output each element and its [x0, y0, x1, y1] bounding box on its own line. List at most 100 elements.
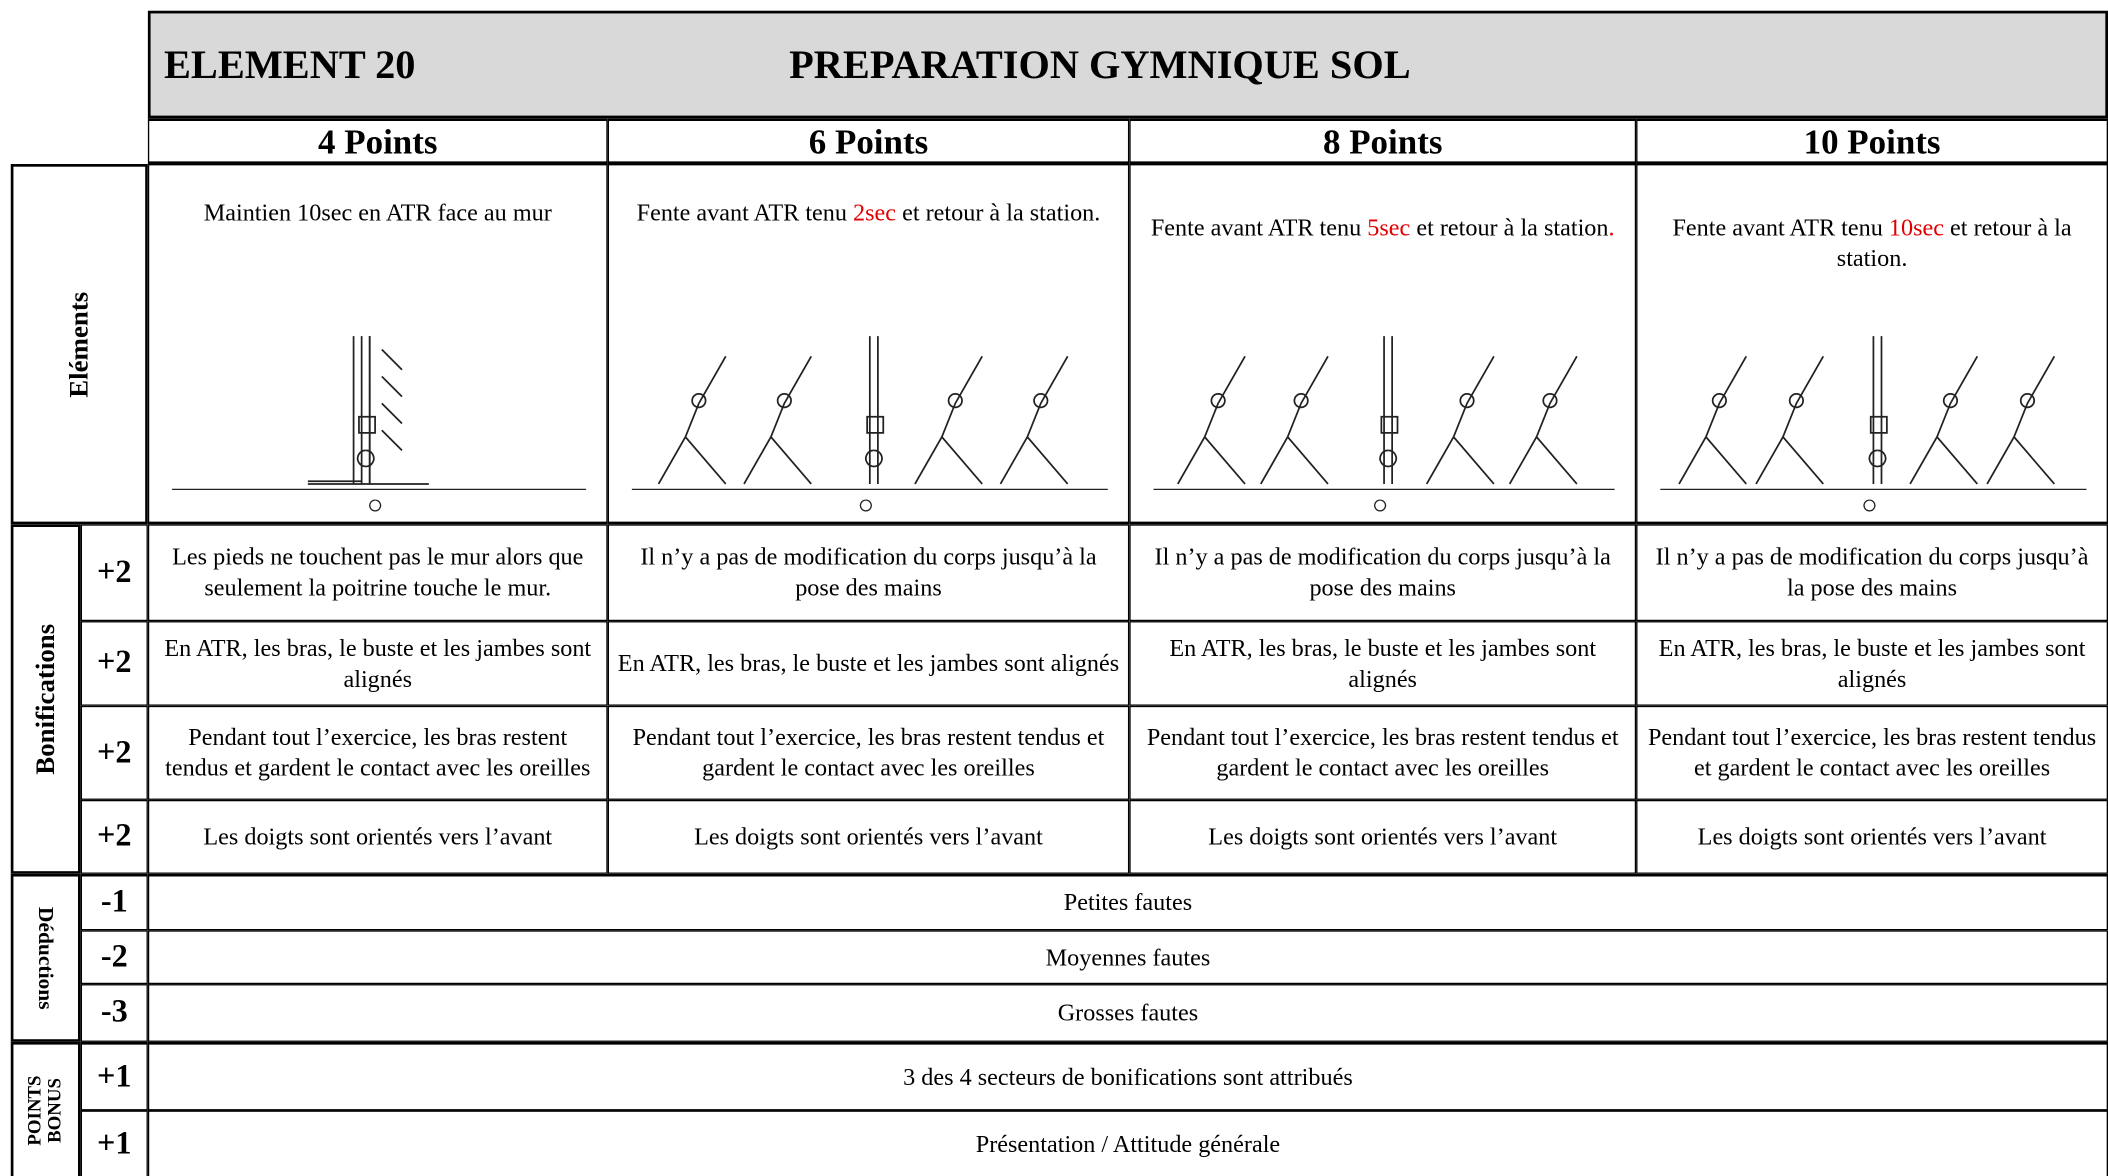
label-line: POINTS [25, 1075, 46, 1146]
criterion-cell: En ATR, les bras, le buste et les jambes… [1636, 621, 2108, 706]
criterion-cell: Les doigts sont orientés vers l’avant [607, 799, 1130, 874]
column-header-text: 10 Points [1803, 121, 1941, 161]
illustration [1660, 336, 2087, 512]
illustration [1153, 336, 1615, 512]
criterion-cell: Il n’y a pas de modification du corps ju… [1636, 524, 2108, 622]
column-header: 10 Points [1636, 118, 2108, 165]
element-description: Maintien 10sec en ATR face au mur [204, 198, 552, 229]
criterion-cell: Les doigts sont orientés vers l’avant [147, 799, 608, 874]
deduction-cell: Petites fautes [147, 873, 2108, 931]
criterion-cell-text: Pendant tout l’exercice, les bras resten… [632, 723, 1105, 782]
criterion-cell-text: En ATR, les bras, le buste et les jambes… [164, 633, 592, 692]
bonus-cell-text: Présentation / Attitude générale [975, 1130, 1281, 1158]
element-description: Fente avant ATR tenu 5sec et retour à la… [1151, 212, 1615, 243]
points-text: +1 [97, 1126, 132, 1162]
criterion-cell-text: Les doigts sont orientés vers l’avant [694, 822, 1043, 850]
criterion-cell: Il n’y a pas de modification du corps ju… [1129, 524, 1637, 622]
points: +2 [80, 705, 148, 800]
deduction-cell: Grosses fautes [147, 984, 2108, 1042]
points: +1 [80, 1110, 148, 1176]
bonus-cell: 3 des 4 secteurs de bonifications sont a… [147, 1041, 2108, 1111]
column-header-text: 6 Points [808, 121, 929, 161]
gymnast-figure [1425, 355, 1495, 485]
deduction-cell-text: Moyennes fautes [1045, 943, 1211, 970]
criterion-cell: En ATR, les bras, le buste et les jambes… [147, 621, 608, 706]
title-bar: ELEMENT 20 PREPARATION GYMNIQUE SOL [147, 10, 2108, 119]
bonus-cell-text: 3 des 4 secteurs de bonifications sont a… [903, 1062, 1353, 1090]
criterion-cell: Pendant tout l’exercice, les bras resten… [147, 705, 608, 800]
points: +2 [80, 524, 148, 622]
text-part: et retour à la station. [1836, 213, 2072, 272]
gymnast-figure [1177, 355, 1246, 485]
criterion-cell: Les doigts sont orientés vers l’avant [1636, 799, 2108, 874]
points-text: +2 [97, 818, 132, 854]
gymnast-figure [1379, 336, 1399, 484]
gymnast-figure [356, 336, 376, 484]
illustration [631, 336, 1108, 512]
column-header: 4 Points [147, 118, 608, 165]
criterion-cell-text: Les doigts sont orientés vers l’avant [203, 822, 553, 850]
text-part: et retour à la station. [896, 198, 1101, 226]
criterion-cell: En ATR, les bras, le buste et les jambes… [607, 621, 1130, 706]
criterion-cell-text: Pendant tout l’exercice, les bras resten… [1146, 723, 1619, 782]
criterion-cell-text: Il n’y a pas de modification du corps ju… [640, 543, 1097, 601]
gymnast-figure [1868, 336, 1888, 484]
points: +2 [80, 621, 148, 706]
floor-line [1153, 488, 1615, 512]
criterion-cell-text: Les pieds ne touchent pas le mur alors q… [172, 543, 584, 601]
criterion-cell: Les pieds ne touchent pas le mur alors q… [147, 524, 608, 622]
criterion-cell-text: Il n’y a pas de modification du corps ju… [1655, 543, 2089, 601]
bonus-cell: Présentation / Attitude générale [147, 1110, 2108, 1176]
points: +2 [80, 799, 148, 874]
deduction-cell-text: Grosses fautes [1057, 998, 1199, 1026]
gymnast-figure [1508, 355, 1578, 485]
column-header-text: 4 Points [318, 121, 438, 161]
criterion-cell-text: Pendant tout l’exercice, les bras resten… [1647, 723, 2097, 782]
element-cell: Fente avant ATR tenu 2sec et retour à la… [607, 164, 1130, 525]
points: -2 [80, 930, 148, 985]
column-header: 6 Points [607, 118, 1130, 165]
gymnast-figure [1909, 355, 1979, 485]
criterion-cell: Pendant tout l’exercice, les bras resten… [1129, 705, 1637, 800]
text-part: 10sec [1888, 213, 1945, 241]
text-part: Fente avant ATR tenu [1672, 213, 1889, 241]
section-label: Eléments [10, 164, 148, 525]
points-text: -1 [100, 884, 128, 920]
gymnast-figure [657, 355, 727, 485]
floor-line [631, 488, 1108, 512]
points: +1 [80, 1041, 148, 1111]
gymnast-figure [865, 336, 885, 484]
text-part: Fente avant ATR tenu [1150, 213, 1368, 241]
element-description: Fente avant ATR tenu 10sec et retour à l… [1646, 212, 2099, 274]
deduction-cell: Moyennes fautes [147, 930, 2108, 985]
gymnast-figure [743, 355, 812, 485]
gymnast-figure [307, 336, 429, 485]
element-description: Fente avant ATR tenu 2sec et retour à la… [637, 198, 1101, 229]
label-line: BONUS [45, 1078, 66, 1143]
criterion-cell: En ATR, les bras, le buste et les jambes… [1129, 621, 1637, 706]
gymnast-figure [1755, 355, 1825, 485]
criterion-cell: Il n’y a pas de modification du corps ju… [607, 524, 1130, 622]
criterion-cell-text: Les doigts sont orientés vers l’avant [1697, 822, 2047, 850]
deduction-cell-text: Petites fautes [1063, 888, 1193, 916]
column-header-text: 8 Points [1322, 121, 1443, 161]
points: -3 [80, 984, 148, 1042]
text-part: Maintien 10sec en ATR face au mur [203, 198, 552, 226]
criterion-cell-text: En ATR, les bras, le buste et les jambes… [1658, 633, 2086, 692]
floor-line [172, 488, 587, 512]
criterion-cell-text: En ATR, les bras, le buste et les jambes… [617, 649, 1120, 677]
points-text: -3 [100, 994, 128, 1030]
criterion-cell: Pendant tout l’exercice, les bras resten… [1636, 705, 2108, 800]
gymnast-figure [999, 355, 1069, 485]
points-text: +2 [97, 554, 132, 590]
illustration [172, 336, 587, 512]
text-part: 5sec [1367, 213, 1411, 241]
section-label-text: Bonifications [30, 623, 60, 775]
criterion-cell-text: En ATR, les bras, le buste et les jambes… [1169, 633, 1597, 692]
points-text: -2 [100, 939, 128, 975]
points-text: +2 [97, 734, 132, 770]
element-cell: Maintien 10sec en ATR face au mur [147, 164, 608, 525]
gymnast-figure [914, 355, 983, 485]
